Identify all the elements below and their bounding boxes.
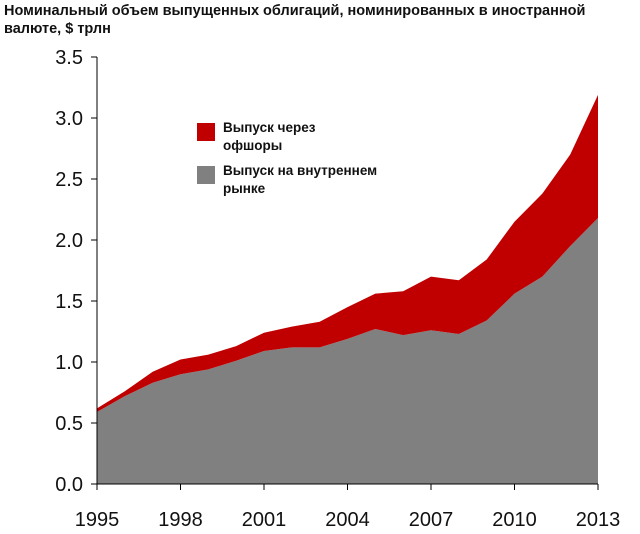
plot-areas	[97, 94, 598, 485]
y-tick-label: 1.0	[55, 352, 83, 374]
y-tick-label: 0.0	[55, 474, 83, 496]
x-tick-label: 2004	[325, 509, 370, 531]
y-tick-label: 0.5	[55, 413, 83, 435]
x-tick-label: 2010	[492, 509, 537, 531]
y-tick-label: 3.0	[55, 108, 83, 130]
legend-swatch	[197, 123, 215, 141]
y-tick-label: 2.0	[55, 230, 83, 252]
x-tick-label: 2001	[242, 509, 287, 531]
y-tick-label: 2.5	[55, 169, 83, 191]
y-axis-ticks: 0.0 0.5 1.0 1.5 2.0 2.5 3.0 3.5	[55, 47, 97, 496]
area-series-0	[97, 218, 598, 485]
legend-swatch	[197, 166, 215, 184]
x-tick-label: 1998	[158, 509, 203, 531]
y-tick-label: 1.5	[55, 291, 83, 313]
x-tick-label: 1995	[75, 509, 120, 531]
legend-label: Выпуск через	[223, 120, 316, 135]
x-axis-ticks: 1995 1998 2001 2004 2007 2010 2013	[75, 484, 621, 531]
legend-label: офшоры	[223, 138, 282, 153]
chart-title: Номинальный объем выпущенных облигаций, …	[4, 3, 586, 37]
legend-label: Выпуск на внутреннем	[223, 163, 377, 178]
legend-label: рынке	[223, 181, 266, 196]
y-tick-label: 3.5	[55, 47, 83, 69]
legend: Выпуск через офшоры Выпуск на внутреннем ры…	[197, 120, 377, 196]
area-series-1	[97, 94, 598, 413]
x-tick-label: 2007	[409, 509, 454, 531]
x-tick-label: 2013	[576, 509, 621, 531]
